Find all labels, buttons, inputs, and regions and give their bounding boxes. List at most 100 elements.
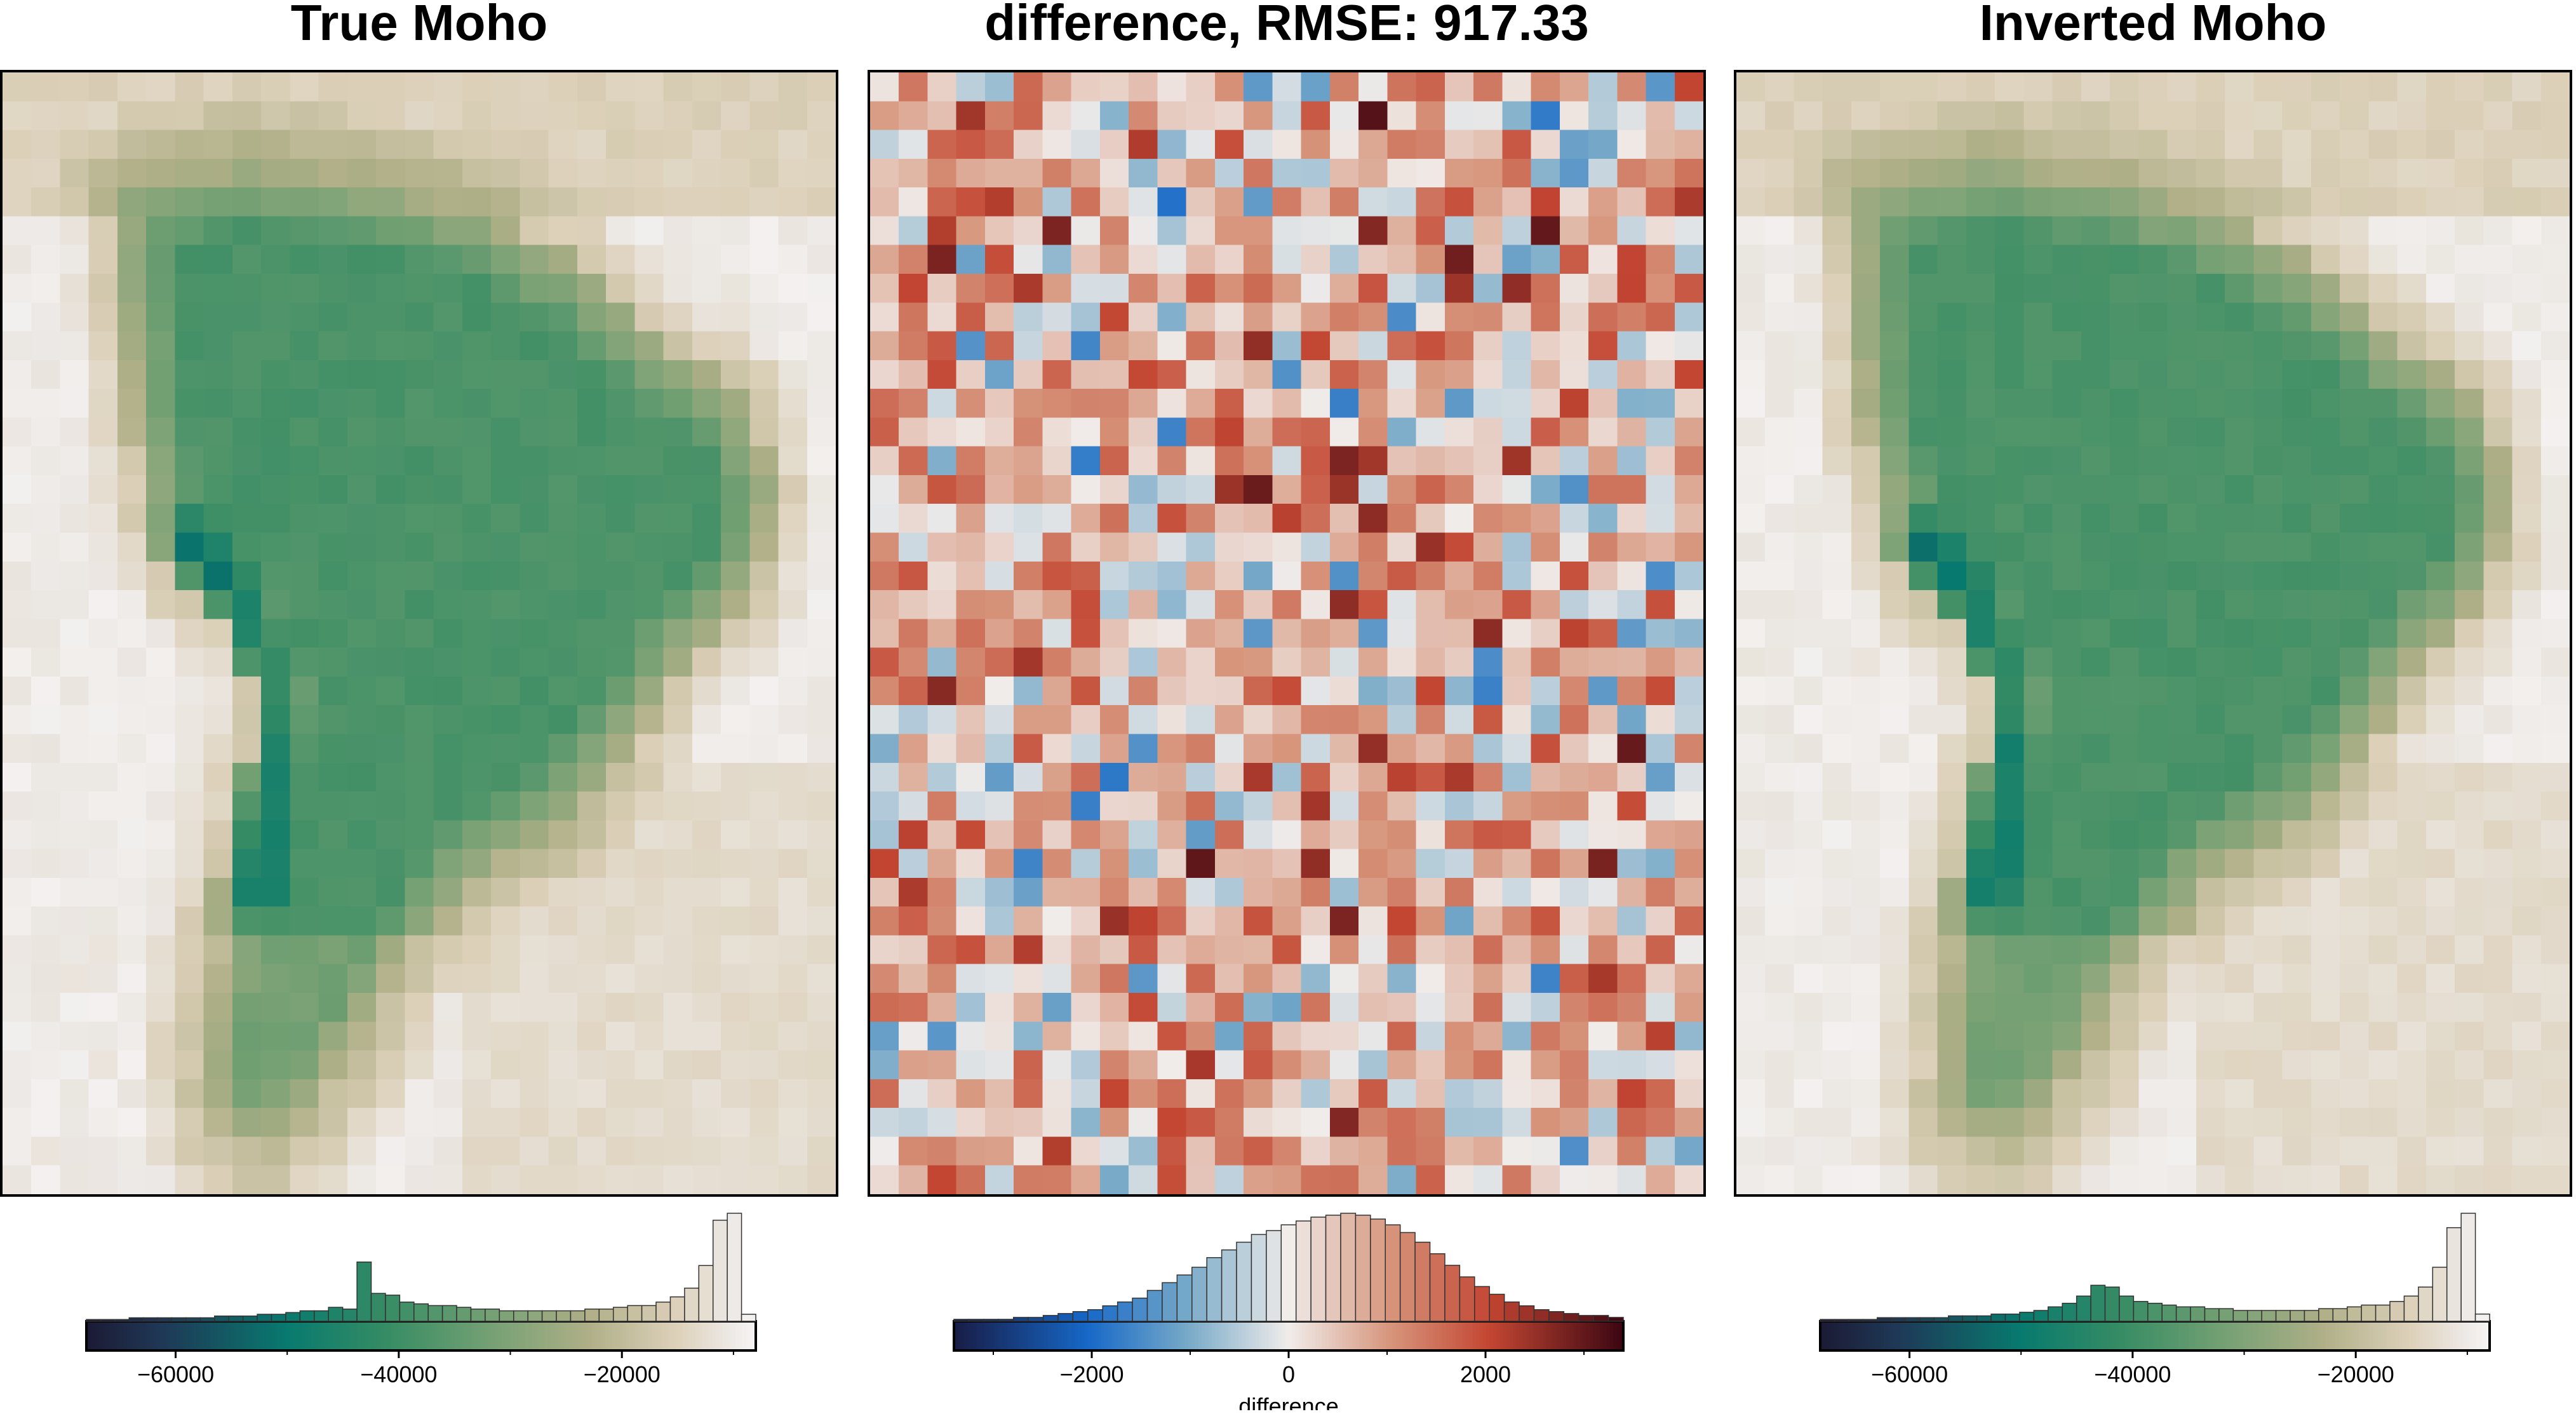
colorbar-gradient-segment [551, 1321, 556, 1350]
histogram-bin [1834, 1319, 1849, 1322]
colorbar-gradient-segment [2476, 1321, 2480, 1350]
colorbar-gradient-segment [2315, 1321, 2320, 1350]
colorbar-gradient-segment [2138, 1321, 2142, 1350]
colorbar-gradient-segment [1456, 1321, 1460, 1350]
colorbar-gradient-segment [2011, 1321, 2015, 1350]
colorbar-gradient-segment [100, 1321, 104, 1350]
colorbar-gradient-segment [1874, 1321, 1878, 1350]
histogram-bin [2389, 1301, 2405, 1322]
colorbar-gradient-segment [1482, 1321, 1487, 1350]
colorbar-gradient-segment [1529, 1321, 1534, 1350]
colorbar-gradient-segment [1409, 1321, 1413, 1350]
colorbar-gradient-segment [1847, 1321, 1851, 1350]
colorbar-gradient-segment [1295, 1321, 1299, 1350]
colorbar-gradient-segment [106, 1321, 111, 1350]
colorbar-gradient-segment [1231, 1321, 1236, 1350]
colorbar-gradient-segment [330, 1321, 335, 1350]
colorbar-gradient-segment [2422, 1321, 2427, 1350]
colorbar-gradient-segment [2265, 1321, 2269, 1350]
colorbar-gradient-segment [1550, 1321, 1554, 1350]
colorbar-gradient-segment [1275, 1321, 1279, 1350]
colorbar-gradient-segment [618, 1321, 622, 1350]
colorbar-gradient-segment [1522, 1321, 1527, 1350]
colorbar-tick-label: −2000 [1059, 1361, 1124, 1387]
colorbar-gradient-segment [2392, 1321, 2397, 1350]
histogram-bin [1607, 1317, 1624, 1322]
colorbar-gradient-segment [2436, 1321, 2440, 1350]
colorbar-gradient-segment [1228, 1321, 1233, 1350]
colorbar-gradient-segment [2081, 1321, 2086, 1350]
histogram-bin [2332, 1308, 2348, 1322]
colorbar-gradient-segment [1566, 1321, 1571, 1350]
colorbar-gradient-segment [2164, 1321, 2169, 1350]
colorbar-gradient-segment [233, 1321, 238, 1350]
colorbar-gradient-segment [612, 1321, 616, 1350]
colorbar-gradient-segment [1499, 1321, 1504, 1350]
colorbar-gradient-segment [1068, 1321, 1072, 1350]
colorbar-gradient-segment [2098, 1321, 2102, 1350]
histogram-bin [741, 1314, 756, 1322]
colorbar-gradient-segment [2325, 1321, 2330, 1350]
colorbar-gradient-segment [2406, 1321, 2410, 1350]
colorbar-gradient-segment [196, 1321, 201, 1350]
colorbar-gradient-segment [380, 1321, 385, 1350]
histogram-bin [1962, 1315, 1978, 1322]
colorbar-gradient-segment [1435, 1321, 1440, 1350]
colorbar-gradient-segment [678, 1321, 683, 1350]
colorbar-gradient-segment [2332, 1321, 2337, 1350]
histogram-bin [2104, 1286, 2120, 1322]
colorbar-gradient-segment [2382, 1321, 2387, 1350]
colorbar-gradient-segment [1050, 1321, 1055, 1350]
histogram-bin [2190, 1306, 2206, 1322]
colorbar-gradient-segment [2419, 1321, 2424, 1350]
colorbar-gradient-segment [270, 1321, 274, 1350]
colorbar-gradient-segment [1834, 1321, 1838, 1350]
colorbar-gradient-segment [2201, 1321, 2206, 1350]
colorbar-gradient-segment [1097, 1321, 1102, 1350]
colorbar-gradient-segment [1940, 1321, 1945, 1350]
colorbar-gradient-segment [1442, 1321, 1447, 1350]
colorbar-gradient-segment [1128, 1321, 1132, 1350]
colorbar-gradient-segment [133, 1321, 137, 1350]
colorbar-gradient-segment [220, 1321, 224, 1350]
colorbar-gradient-segment [662, 1321, 666, 1350]
colorbar-gradient-segment [377, 1321, 382, 1350]
colorbar-gradient-segment [622, 1321, 626, 1350]
colorbar-gradient-segment [1155, 1321, 1159, 1350]
colorbar-gradient-segment [1536, 1321, 1541, 1350]
colorbar-gradient-segment [1345, 1321, 1350, 1350]
colorbar-gradient-segment [1980, 1321, 1985, 1350]
colorbar-gradient-segment [2235, 1321, 2239, 1350]
histogram-bin [2361, 1304, 2377, 1322]
colorbar-gradient-segment [1000, 1321, 1005, 1350]
histogram-bin [669, 1296, 685, 1322]
colorbar-gradient-segment [257, 1321, 261, 1350]
colorbar-gradient-segment [2238, 1321, 2243, 1350]
colorbar-gradient-segment [394, 1321, 398, 1350]
colorbar-gradient-segment [2248, 1321, 2253, 1350]
colorbar-gradient-segment [140, 1321, 144, 1350]
colorbar-gradient-segment [2034, 1321, 2039, 1350]
colorbar-gradient-segment [1332, 1321, 1336, 1350]
histogram-bin [1593, 1315, 1609, 1322]
colorbar-gradient-segment [1513, 1321, 1517, 1350]
colorbar-gradient-segment [1208, 1321, 1212, 1350]
colorbar-gradient-segment [987, 1321, 991, 1350]
colorbar-gradient-segment [2302, 1321, 2306, 1350]
colorbar-gradient-segment [2061, 1321, 2065, 1350]
colorbar-gradient-segment [374, 1321, 379, 1350]
colorbar-gradient-segment [605, 1321, 609, 1350]
colorbar-gradient-segment [1195, 1321, 1199, 1350]
histogram-bin [1028, 1317, 1044, 1322]
heatmap-canvas-difference [870, 72, 1703, 1194]
colorbar-gradient-segment [2345, 1321, 2350, 1350]
colorbar-gradient-segment [1362, 1321, 1367, 1350]
colorbar-gradient-segment [478, 1321, 482, 1350]
colorbar-gradient-segment [749, 1321, 753, 1350]
colorbar-gradient-segment [1596, 1321, 1600, 1350]
colorbar-gradient-segment [1546, 1321, 1550, 1350]
colorbar-gradient-segment [1285, 1321, 1289, 1350]
colorbar-gradient-segment [1242, 1321, 1246, 1350]
colorbar-gradient-segment [2124, 1321, 2129, 1350]
colorbar-gradient-segment [1446, 1321, 1450, 1350]
